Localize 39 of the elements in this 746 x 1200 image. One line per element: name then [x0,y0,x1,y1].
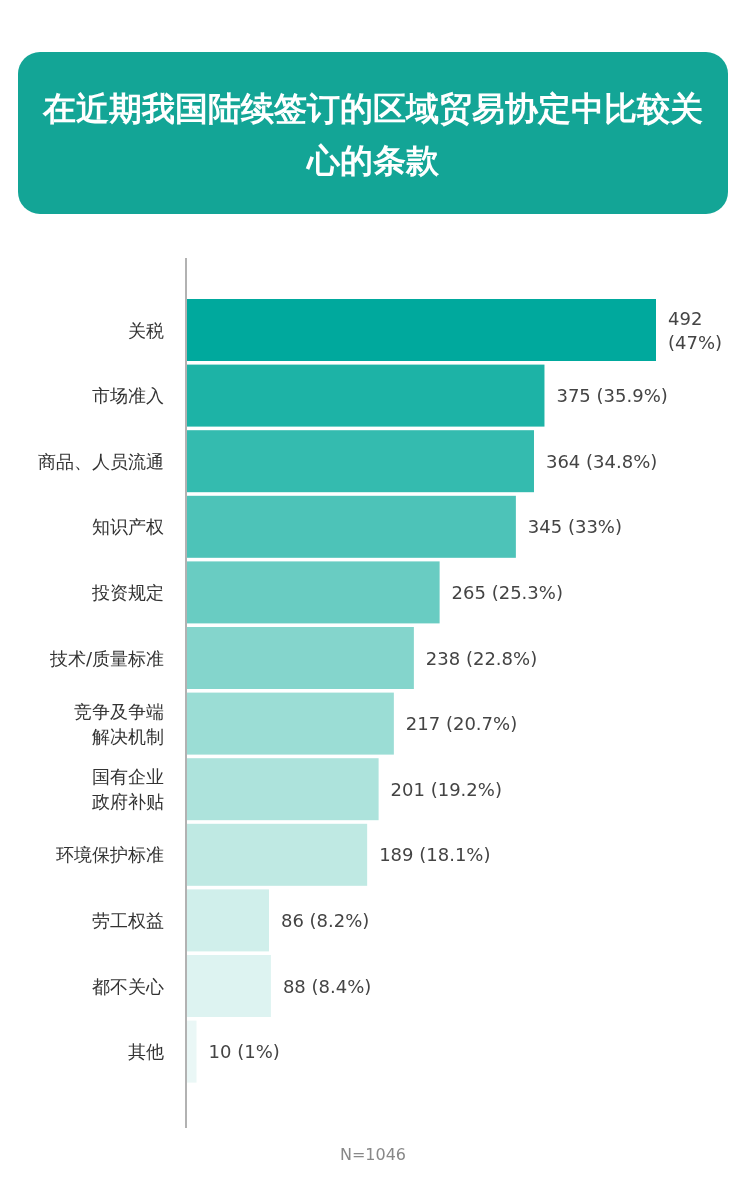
data-label: 265 (25.3%) [451,581,563,603]
title: 在近期我国陆续签订的区域贸易协定中比较关心的条款 [18,52,728,214]
y-tick-label: 劳工权益 [92,909,164,931]
bar [187,823,368,886]
y-tick-label: 投资规定 [91,581,164,603]
bar [187,627,414,689]
y-tick-label: 其他 [128,1041,164,1063]
y-tick-label: 商品、人员流通 [38,450,164,472]
data-label: 86 (8.2%) [280,909,370,931]
data-label: 88 (8.4%) [282,975,372,997]
bar [187,889,269,952]
y-tick-label: 知识产权 [92,516,164,538]
data-label: 238 (22.8%) [425,647,538,669]
y-tick-label: 环境保护标准 [56,844,164,866]
bar [187,299,656,361]
y-tick-label: 国有企业政府补贴 [92,766,164,813]
data-label: 375 (35.9%) [556,385,668,407]
data-label: 345 (33%) [527,516,623,538]
data-label: 217 (20.7%) [405,713,518,735]
y-tick-label: 都不关心 [92,975,164,997]
y-tick-label: 关税 [128,319,164,341]
y-tick-label: 技术/质量标准 [48,647,164,669]
text: N=1046 [339,1144,407,1164]
y-tick-label: 市场准入 [92,385,164,407]
bar [187,561,440,624]
bar [187,430,534,493]
y-tick-label: 竞争及争端解决机制 [74,700,164,747]
data-label: 10 (1%) [208,1041,280,1063]
bar [187,692,394,755]
bar [187,758,379,821]
data-label: 492 (47%) [668,307,723,353]
data-label: 189 (18.1%) [379,844,491,866]
bar [187,1020,197,1083]
data-label: 364 (34.8%) [545,450,658,472]
bar [187,364,545,427]
data-label: 201 (19.2%) [390,778,502,800]
bar [187,955,271,1017]
chart-title: 在近期我国陆续签订的区域贸易协定中比较关心的条款 [42,88,703,180]
bar [187,495,516,558]
